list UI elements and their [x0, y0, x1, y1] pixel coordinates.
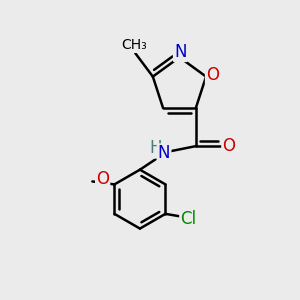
Text: O: O	[206, 66, 219, 84]
Text: N: N	[158, 145, 170, 163]
Text: CH₃: CH₃	[121, 38, 147, 52]
Text: Cl: Cl	[180, 210, 196, 228]
Text: N: N	[174, 43, 187, 61]
Text: O: O	[96, 170, 109, 188]
Text: O: O	[222, 137, 236, 155]
Text: H: H	[149, 140, 161, 158]
